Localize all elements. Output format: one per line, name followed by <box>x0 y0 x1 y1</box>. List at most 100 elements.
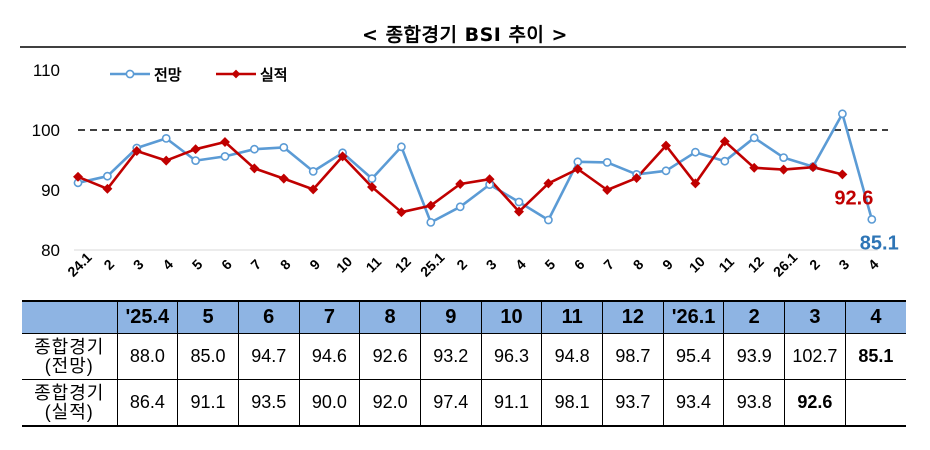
legend-label: 전망 <box>154 66 182 84</box>
x-tick-label: 6 <box>218 256 235 273</box>
table-header-cell: 5 <box>177 300 239 334</box>
x-tick-label: 8 <box>277 256 294 273</box>
y-tick-label: 80 <box>41 241 60 260</box>
table-header-cell: '26.1 <box>662 300 725 334</box>
x-tick-label: 3 <box>483 256 500 273</box>
table-cell: 85.1 <box>844 333 906 380</box>
annotation-label: 92.6 <box>834 187 873 209</box>
forecast-point <box>602 157 612 167</box>
table-header-cell: 8 <box>359 300 421 334</box>
actual-point <box>190 144 201 155</box>
actual-point <box>131 146 142 156</box>
actual-point <box>543 178 554 189</box>
table-cell: 97.4 <box>419 379 482 427</box>
forecast-point <box>544 215 553 225</box>
table-header-cell: 7 <box>298 300 361 334</box>
table-header-cell: 9 <box>419 300 482 334</box>
actual-point <box>631 173 642 183</box>
table-header-cell: 10 <box>480 300 543 334</box>
table-header-cell: '25.4 <box>116 300 179 334</box>
x-tick-label: 2 <box>453 256 470 273</box>
y-tick-label: 90 <box>41 181 60 200</box>
actual-point <box>367 182 377 192</box>
table-header-row: '25.4 5 6 7 8 9 10 11 12'26.1 2 3 4 <box>22 300 906 334</box>
legend-marker-diamond <box>231 69 241 79</box>
x-tick-label: 26.1 <box>770 249 801 280</box>
x-tick-label: 11 <box>715 253 737 275</box>
x-tick-label: 7 <box>600 256 617 273</box>
actual-point <box>425 200 436 211</box>
x-tick-label: 25.1 <box>417 249 448 280</box>
actual-point <box>572 164 583 174</box>
table-header-cell: 2 <box>723 300 786 334</box>
y-tick-labels: 80 90 100 110 <box>32 61 60 260</box>
forecast-point <box>720 156 730 166</box>
actual-point <box>514 206 524 217</box>
series-layer <box>73 109 877 227</box>
x-tick-label: 9 <box>306 256 323 273</box>
table-row-forecast: 종합경기 (전망) 88.0 85.0 94.7 94.6 92.6 93.2 96.3 94… <box>22 333 906 380</box>
forecast-point <box>220 151 230 161</box>
x-tick-label: 7 <box>247 256 264 273</box>
x-tick-label: 2 <box>806 256 823 273</box>
table-cell <box>844 379 906 427</box>
actual-point <box>396 207 407 218</box>
forecast-point <box>249 144 259 154</box>
forecast-point <box>749 133 759 143</box>
actual-point <box>337 151 348 162</box>
x-tick-label: 10 <box>333 253 355 275</box>
x-tick-labels: 24.1 2 3 4 5 6 7 8 9 10 11 12 25.1 2 3 4 5 6 7 8 9 10 11 12 26.1… <box>64 249 882 280</box>
actual-point <box>690 178 701 189</box>
chart-title: < 종합경기 BSI 추이 > <box>362 24 568 46</box>
table-cell: 88.0 <box>116 333 179 380</box>
x-tick-label: 4 <box>159 256 176 273</box>
x-tick-label: 10 <box>686 253 708 275</box>
table-cell: 92.6 <box>784 379 846 427</box>
annotations: 92.6 85.1 <box>834 187 898 254</box>
forecast-point <box>308 166 318 176</box>
forecast-point <box>161 133 171 143</box>
x-tick-label: 9 <box>659 256 676 273</box>
table-cell: 94.8 <box>541 333 603 380</box>
x-tick-label: 5 <box>541 256 558 273</box>
data-table: '25.4 5 6 7 8 9 10 11 12'26.1 2 3 4 종합경기 (전망) 88.0 8… <box>22 300 906 427</box>
table-row-actual: 종합경기 (실적) 86.4 91.1 93.5 90.0 92.0 97.4 91.1 98… <box>22 379 906 427</box>
actual-point <box>249 163 260 174</box>
actual-point <box>484 174 495 185</box>
forecast-point <box>191 156 200 165</box>
table-header-cell: 4 <box>844 300 906 334</box>
actual-point <box>220 137 230 147</box>
table-cell: 98.7 <box>602 333 664 380</box>
table-cell: 94.7 <box>237 333 300 380</box>
forecast-point <box>838 109 847 119</box>
table-cell: 94.6 <box>298 333 361 380</box>
row-label-line2: (전망) <box>44 355 94 376</box>
table-cell: 95.4 <box>662 333 725 380</box>
actual-point <box>837 169 848 180</box>
x-tick-label: 12 <box>392 253 414 275</box>
table-header-cell: 11 <box>541 300 603 334</box>
row-label-line1: 종합경기 <box>34 382 105 403</box>
actual-point <box>308 184 319 195</box>
series-line-actual <box>77 140 843 214</box>
table-corner-cell <box>22 300 118 334</box>
table-cell: 93.2 <box>419 333 482 380</box>
x-tick-label: 12 <box>744 253 766 275</box>
forecast-point <box>661 166 671 176</box>
legend-marker-circle <box>125 69 135 79</box>
forecast-point <box>396 142 406 152</box>
y-tick-label: 110 <box>33 61 60 80</box>
table-header-cell: 12 <box>602 300 664 334</box>
actual-point <box>602 185 613 195</box>
table-cell: 93.8 <box>723 379 786 427</box>
table-cell: 93.7 <box>602 379 664 427</box>
table-cell: 96.3 <box>480 333 543 380</box>
series-line-forecast <box>77 112 874 224</box>
y-tick-label: 100 <box>32 121 60 140</box>
table-cell: 93.5 <box>237 379 300 427</box>
x-tick-label: 6 <box>571 256 588 273</box>
forecast-point <box>103 171 112 181</box>
x-tick-label: 4 <box>512 256 529 273</box>
forecast-point <box>867 214 877 224</box>
